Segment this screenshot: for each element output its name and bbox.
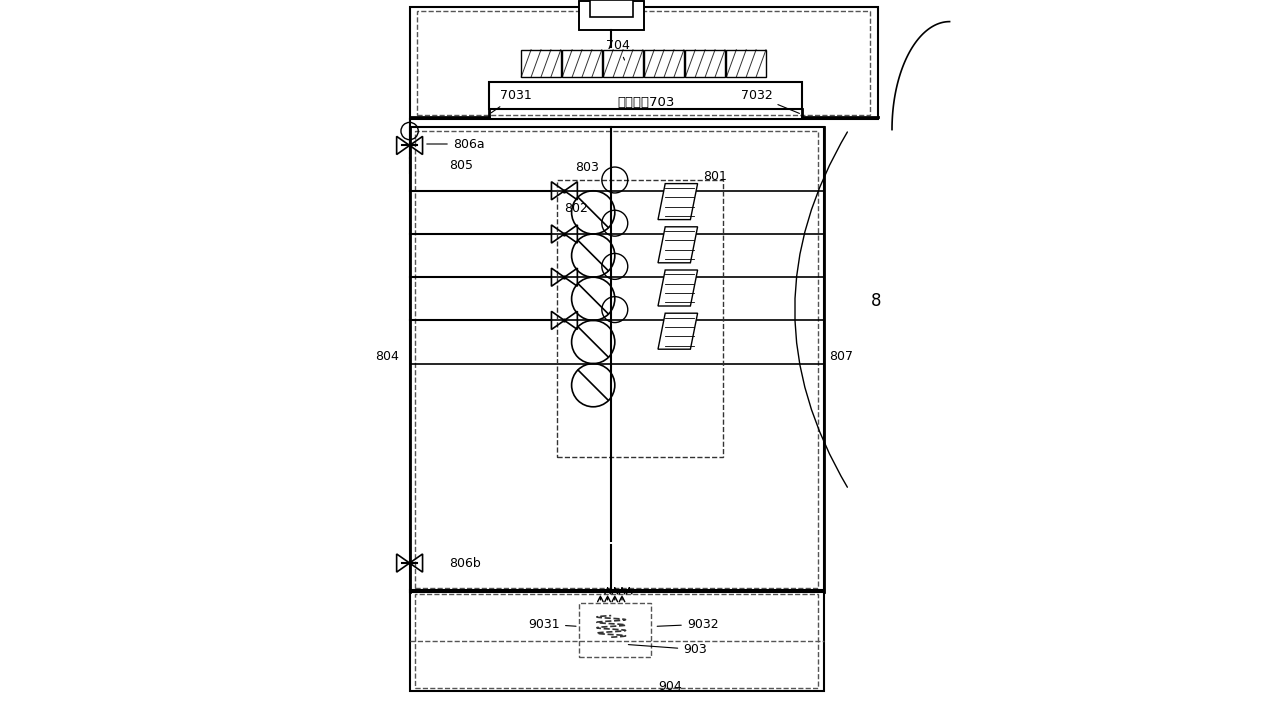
Bar bbox=[685, 50, 724, 77]
Text: 9031: 9031 bbox=[529, 618, 576, 631]
Text: 807: 807 bbox=[828, 350, 852, 363]
Bar bbox=[603, 50, 643, 77]
Text: 903: 903 bbox=[628, 643, 707, 656]
Bar bbox=[644, 50, 684, 77]
Bar bbox=[579, 1, 644, 30]
Text: 8: 8 bbox=[870, 292, 881, 310]
Text: 801: 801 bbox=[704, 170, 727, 183]
Bar bbox=[557, 180, 723, 457]
Bar bbox=[562, 50, 602, 77]
Polygon shape bbox=[658, 227, 698, 263]
Text: 803: 803 bbox=[575, 161, 599, 174]
Bar bbox=[410, 590, 823, 691]
Text: 7031: 7031 bbox=[492, 89, 531, 113]
Text: 805: 805 bbox=[449, 159, 474, 172]
Polygon shape bbox=[658, 270, 698, 306]
Bar bbox=[521, 50, 561, 77]
Polygon shape bbox=[658, 184, 698, 220]
Text: 7032: 7032 bbox=[741, 89, 800, 114]
Text: 电池冷板703: 电池冷板703 bbox=[617, 96, 675, 109]
Bar bbox=[417, 11, 870, 115]
Text: 904: 904 bbox=[658, 680, 682, 693]
Bar bbox=[410, 127, 823, 592]
Bar bbox=[416, 594, 818, 688]
Bar bbox=[579, 1, 644, 30]
Bar bbox=[579, 603, 650, 657]
Text: 802: 802 bbox=[564, 202, 589, 215]
Bar bbox=[489, 82, 803, 109]
Text: 704: 704 bbox=[607, 39, 630, 60]
Text: 806a: 806a bbox=[426, 138, 484, 150]
Text: 9032: 9032 bbox=[657, 618, 718, 631]
Bar bbox=[590, 0, 632, 17]
Bar bbox=[410, 7, 878, 119]
Bar bbox=[727, 50, 765, 77]
Text: 804: 804 bbox=[375, 350, 399, 363]
Bar bbox=[416, 131, 818, 588]
Text: 806b: 806b bbox=[449, 557, 481, 570]
Polygon shape bbox=[658, 313, 698, 349]
